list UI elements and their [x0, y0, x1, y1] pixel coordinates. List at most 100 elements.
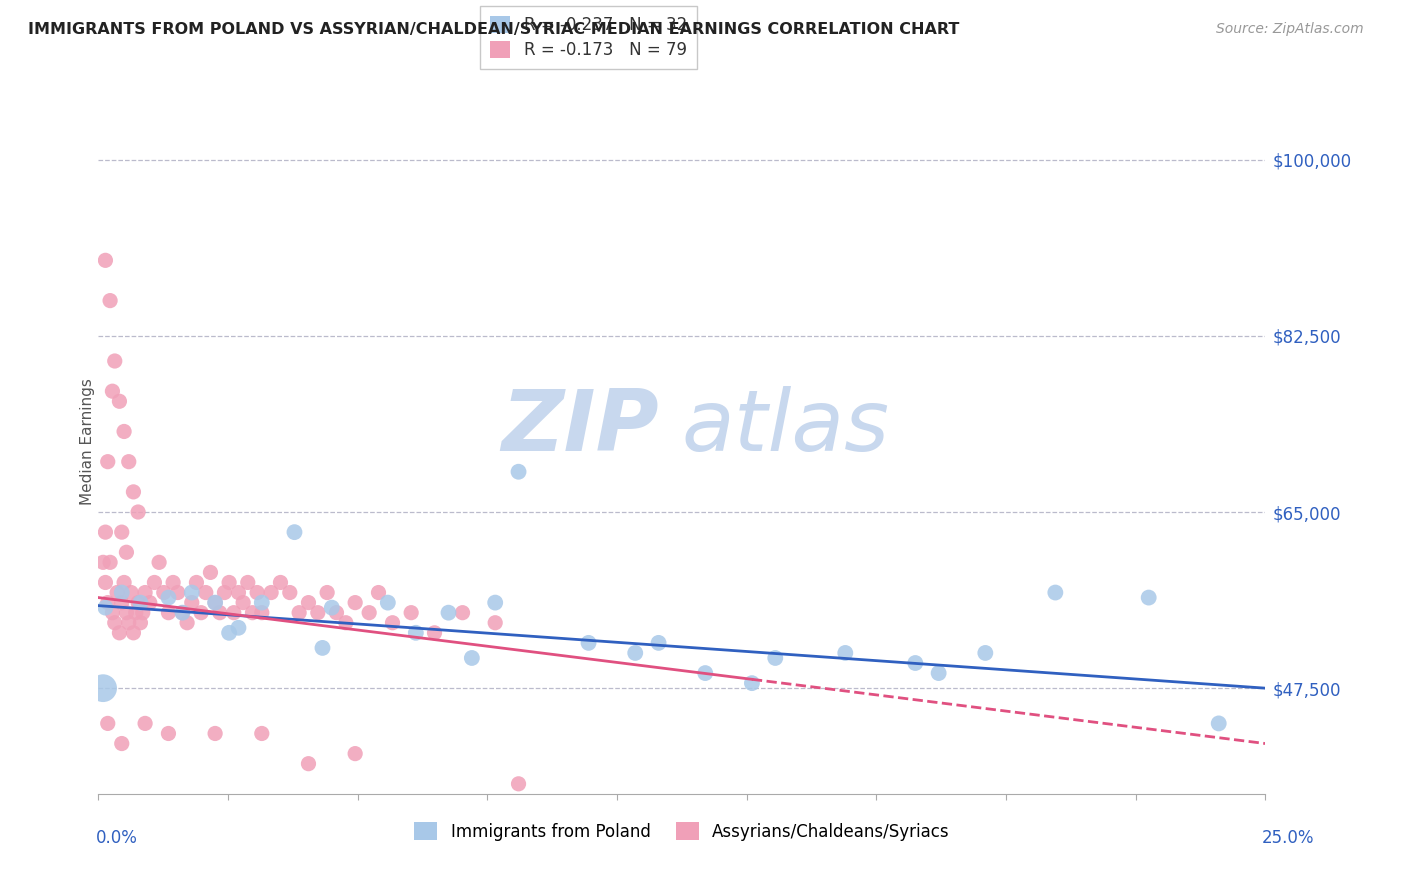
Point [104, 354, 127, 368]
Point [115, 545, 138, 559]
Point [204, 726, 226, 740]
Point [129, 596, 152, 610]
Point [1208, 716, 1230, 731]
Point [508, 465, 530, 479]
Point [148, 555, 170, 569]
Point [297, 596, 319, 610]
Point [94, 600, 117, 615]
Point [157, 591, 180, 605]
Point [250, 726, 273, 740]
Point [578, 636, 600, 650]
Point [218, 575, 240, 590]
Point [200, 566, 222, 580]
Point [105, 585, 128, 599]
Point [208, 606, 231, 620]
Point [94, 253, 117, 268]
Point [423, 625, 446, 640]
Point [741, 676, 763, 690]
Text: ZIP: ZIP [501, 386, 658, 469]
Text: 25.0%: 25.0% [1263, 829, 1315, 847]
Point [250, 596, 273, 610]
Point [166, 585, 188, 599]
Point [118, 455, 141, 469]
Point [624, 646, 647, 660]
Point [157, 726, 180, 740]
Point [405, 625, 427, 640]
Point [204, 596, 226, 610]
Point [250, 606, 273, 620]
Point [111, 525, 134, 540]
Point [127, 596, 149, 610]
Point [260, 585, 283, 599]
Point [381, 615, 404, 630]
Legend: Immigrants from Poland, Assyrians/Chaldeans/Syriacs: Immigrants from Poland, Assyrians/Chalde… [406, 814, 957, 849]
Point [288, 606, 311, 620]
Point [297, 756, 319, 771]
Point [311, 640, 333, 655]
Point [451, 606, 474, 620]
Point [127, 505, 149, 519]
Point [218, 625, 240, 640]
Point [157, 606, 180, 620]
Point [695, 666, 717, 681]
Point [974, 646, 997, 660]
Point [91, 555, 114, 569]
Point [214, 585, 236, 599]
Point [101, 606, 124, 620]
Point [834, 646, 856, 660]
Point [94, 575, 117, 590]
Point [344, 596, 367, 610]
Point [122, 625, 145, 640]
Point [143, 575, 166, 590]
Point [98, 293, 121, 308]
Point [325, 606, 347, 620]
Point [129, 615, 152, 630]
Text: 0.0%: 0.0% [96, 829, 138, 847]
Point [108, 625, 131, 640]
Point [928, 666, 950, 681]
Point [108, 394, 131, 409]
Point [111, 585, 134, 599]
Point [283, 525, 305, 540]
Point [278, 585, 301, 599]
Point [134, 585, 156, 599]
Point [91, 681, 114, 696]
Point [97, 596, 120, 610]
Point [228, 585, 250, 599]
Point [104, 615, 127, 630]
Point [134, 716, 156, 731]
Point [132, 606, 155, 620]
Point [1137, 591, 1160, 605]
Point [176, 615, 198, 630]
Point [344, 747, 367, 761]
Point [186, 575, 208, 590]
Point [461, 651, 484, 665]
Point [222, 606, 245, 620]
Point [335, 615, 357, 630]
Point [139, 596, 162, 610]
Y-axis label: Median Earnings: Median Earnings [80, 378, 94, 505]
Point [194, 585, 217, 599]
Point [94, 525, 117, 540]
Point [111, 737, 134, 751]
Text: atlas: atlas [682, 386, 890, 469]
Point [236, 575, 259, 590]
Point [1045, 585, 1067, 599]
Point [97, 716, 120, 731]
Text: IMMIGRANTS FROM POLAND VS ASSYRIAN/CHALDEAN/SYRIAC MEDIAN EARNINGS CORRELATION C: IMMIGRANTS FROM POLAND VS ASSYRIAN/CHALD… [28, 22, 959, 37]
Point [399, 606, 422, 620]
Text: Source: ZipAtlas.com: Source: ZipAtlas.com [1216, 22, 1364, 37]
Point [101, 384, 124, 399]
Point [118, 615, 141, 630]
Point [122, 484, 145, 499]
Point [172, 606, 194, 620]
Point [204, 596, 226, 610]
Point [125, 606, 148, 620]
Point [98, 555, 121, 569]
Point [377, 596, 399, 610]
Point [307, 606, 329, 620]
Point [228, 621, 250, 635]
Point [437, 606, 460, 620]
Point [484, 615, 506, 630]
Point [172, 606, 194, 620]
